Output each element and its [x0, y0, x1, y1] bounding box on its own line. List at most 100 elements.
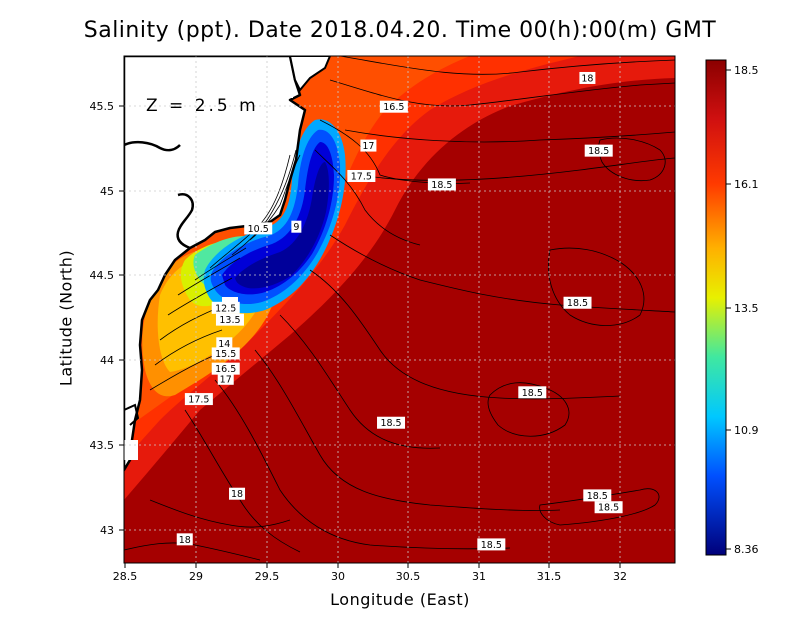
contour-label-box	[211, 347, 240, 360]
contour-label-text: 14	[218, 339, 230, 350]
x-axis-label: Longitude (East)	[330, 590, 470, 609]
contour-label: 18.5	[583, 489, 612, 502]
contour-label-text: 13.5	[219, 315, 240, 326]
contour-label-text: 17	[362, 141, 374, 152]
x-tick-label: 29	[189, 570, 203, 583]
contour-label-text: 18.5	[587, 491, 608, 502]
contour-label-text: 18	[581, 73, 593, 84]
contour-label-box	[217, 372, 234, 385]
contour-label-box	[291, 220, 302, 233]
colorbar-label: 8.36	[734, 543, 759, 556]
contour-label-box	[427, 178, 456, 191]
contour-label-text: 18	[231, 489, 243, 500]
contour-label: 10.5	[244, 222, 273, 235]
contour-label-box	[244, 222, 273, 235]
colorbar-ticks	[726, 69, 731, 550]
contour-label-box	[184, 393, 213, 406]
contour-label: 16.5	[211, 362, 240, 375]
contour-label: 17.5	[184, 393, 213, 406]
contour-label: 18	[176, 533, 193, 546]
contour-label-box	[215, 313, 244, 326]
contour-label-text: 18.5	[481, 540, 502, 551]
contour-label-box	[176, 533, 193, 546]
depth-label: Z = 2.5 m	[146, 96, 259, 116]
contour-label-text: 18.5	[588, 146, 609, 157]
plot-frame	[123, 55, 676, 564]
contour-label-box	[379, 100, 408, 113]
contour-label-text: 15.5	[215, 349, 236, 360]
contour-label-box	[360, 139, 377, 152]
x-tick-label: 29.5	[255, 570, 280, 583]
contour-label-box	[583, 489, 612, 502]
y-tick-label: 43	[100, 524, 114, 537]
x-tick-label: 32	[613, 570, 627, 583]
y-tick-label: 44.5	[90, 269, 115, 282]
contour-label: 18.5	[594, 501, 623, 514]
contour-label-box	[579, 71, 596, 84]
contour-label-text: 18.5	[522, 388, 543, 399]
colorbar-label: 16.1	[734, 178, 759, 191]
contour-label: 18.5	[377, 416, 406, 429]
x-tick-label: 28.5	[113, 570, 138, 583]
y-tick-label: 44	[100, 354, 114, 367]
contour-label-box	[518, 386, 547, 399]
colorbar-label: 18.5	[734, 64, 759, 77]
y-tick-marks	[119, 105, 124, 531]
contour-label: 9	[291, 220, 302, 233]
x-tick-label: 30.5	[396, 570, 421, 583]
contour-label-text: 17.5	[188, 395, 209, 406]
contour-label: 17	[217, 372, 234, 385]
y-tick-label: 45	[100, 185, 114, 198]
contour-label-box	[216, 337, 233, 350]
contour-label: 18	[229, 487, 246, 500]
contour-label-box	[211, 362, 240, 375]
contour-label: 17.5	[347, 169, 376, 182]
contour-label-box	[477, 538, 506, 551]
contour-label: 18.5	[477, 538, 506, 551]
contour-label-box	[229, 487, 246, 500]
colorbar-label: 13.5	[734, 302, 759, 315]
contour-label: 13.5	[215, 313, 244, 326]
y-tick-label: 43.5	[90, 439, 115, 452]
contour-label: 16.5	[379, 100, 408, 113]
contour-label-box	[594, 501, 623, 514]
contour-label-box	[584, 144, 613, 157]
contour-label-text: 9	[293, 222, 299, 233]
contour-label-text: 17.5	[351, 171, 372, 182]
contour-label-text: 16.5	[383, 102, 404, 113]
contour-label-text: 18.5	[598, 503, 619, 514]
contour-label-text: 18.5	[431, 180, 452, 191]
colorbar	[705, 59, 727, 556]
contour-label-text: 10.5	[248, 224, 269, 235]
contour-label-text: 12.5	[215, 303, 236, 314]
contour-label-box	[211, 301, 240, 314]
x-tick-label: 30	[331, 570, 345, 583]
contour-label: 18.5	[427, 178, 456, 191]
x-tick-marks	[124, 563, 621, 568]
contour-label-text: 18.5	[380, 418, 401, 429]
x-tick-label: 31	[472, 570, 486, 583]
contour-label-text: 18	[179, 535, 191, 546]
contour-label-box	[563, 296, 592, 309]
chart-title: Salinity (ppt). Date 2018.04.20. Time 00…	[83, 18, 717, 43]
contour-label: 18.5	[563, 296, 592, 309]
contour-label: 18.5	[584, 144, 613, 157]
contour-label-box	[377, 416, 406, 429]
contour-label: 18.5	[518, 386, 547, 399]
land-mass	[124, 56, 307, 472]
contour-label: 17	[360, 139, 377, 152]
contour-label-text: 16.5	[215, 364, 236, 375]
contour-label-text: 17	[220, 374, 232, 385]
contour-label: 15.5	[211, 347, 240, 360]
contour-label: 12.5	[211, 301, 240, 314]
contour-label-text: 18.5	[567, 298, 588, 309]
contour-label: 14	[216, 337, 233, 350]
y-tick-label: 45.5	[90, 100, 115, 113]
x-tick-label: 31.5	[537, 570, 562, 583]
contour-label: 18	[579, 71, 596, 84]
contour-label-box	[347, 169, 376, 182]
colorbar-label: 10.9	[734, 424, 759, 437]
